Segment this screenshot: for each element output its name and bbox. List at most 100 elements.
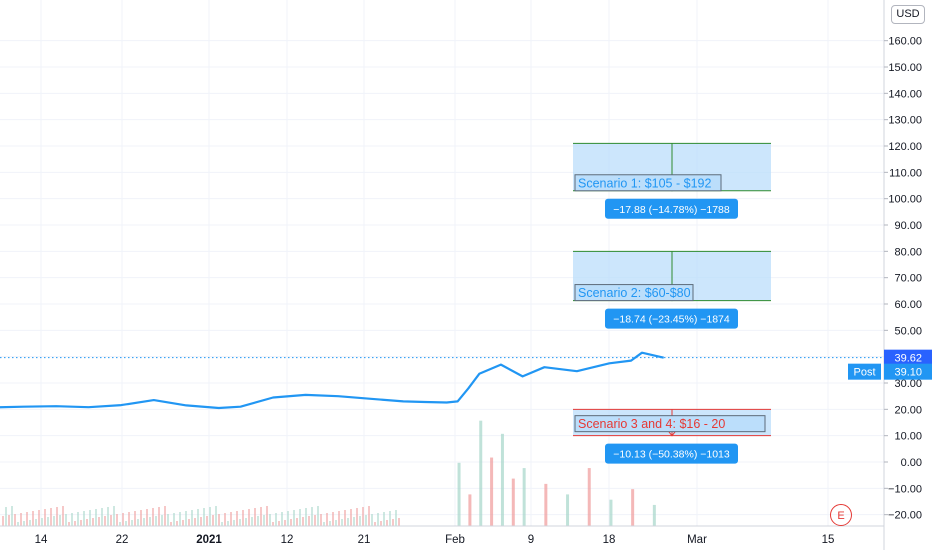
volume-bar [377,513,379,526]
price-tick-label: 140.00 [888,88,922,100]
volume-bar [80,520,82,526]
volume-bar [245,518,247,526]
volume-bar [167,514,169,526]
last-price-label: 39.62 [894,353,922,365]
volume-bar [8,515,10,526]
volume-bar [272,522,274,526]
volume-bar [341,519,343,526]
volume-bar [218,514,220,526]
volume-bar [239,519,241,526]
price-tick-label: 70.00 [894,273,922,285]
volume-bar [287,511,289,526]
volume-bar [191,510,193,526]
volume-bar [338,511,340,526]
volume-bar [134,511,136,526]
price-tick-label: 10.00 [894,431,922,443]
price-tick-label: −20.00 [888,510,922,522]
volume-bar [305,508,307,526]
volume-bar [281,512,283,526]
volume-bar [188,519,190,526]
volume-bar [320,514,322,526]
volume-bar [206,516,208,526]
volume-bar [227,521,229,526]
time-tick-label: 14 [35,534,48,546]
price-tick-label: 130.00 [888,115,922,127]
volume-bar [652,504,656,526]
volume-bar [119,522,121,526]
volume-bar [62,506,64,526]
volume-bar [284,520,286,526]
price-tick-label: 90.00 [894,220,922,232]
volume-bar [365,515,367,526]
currency-button[interactable]: USD [891,5,925,24]
volume-bar [335,520,337,526]
time-tick-label: 15 [822,534,835,546]
volume-bar [92,518,94,526]
scenario-label-box [574,415,766,433]
volume-bar [185,511,187,526]
volume-bar [587,468,591,526]
volume-bar [53,516,55,526]
volume-bar [125,521,127,526]
volume-bar [179,512,181,526]
volume-bar [29,520,31,526]
scenario-2: Scenario 2: $60-$80 −18.74 (−23.45%) −187… [573,250,771,329]
price-tick-label: 120.00 [888,141,922,153]
price-line [0,351,664,410]
volume-bar [176,521,178,526]
volume-bar [347,518,349,526]
post-price-badge [884,363,932,380]
volume-bar [353,517,355,526]
volume-bar [32,511,34,526]
volume-bar [17,522,19,526]
volume-bar [74,521,76,526]
volume-bar [296,518,298,526]
volume-bar [50,508,52,526]
post-badge [848,363,881,380]
volume-bar [631,489,635,526]
price-tick-label: 110.00 [889,167,922,179]
volume-bar [350,509,352,526]
volume-bar [14,514,16,526]
price-tick-label: 160.00 [888,36,922,48]
volume-bar [275,513,277,526]
volume-bar [161,515,163,526]
volume-bar [251,517,253,526]
volume-bar [215,506,217,526]
price-tick-label: 100.00 [888,194,922,206]
time-tick-label: 22 [116,534,129,546]
scenario-stat: −10.13 (−50.38%) −1013 [613,449,730,461]
volume-bar [107,507,109,526]
volume-bar [221,522,223,526]
post-label: Post [853,367,875,379]
last-price-badge [884,349,932,366]
volume-bar [260,507,262,526]
volume-bar [242,510,244,526]
earnings-icon[interactable]: E [830,504,852,526]
volume-bar [197,509,199,526]
volume-bar [209,507,211,526]
volume-bar [26,512,28,526]
volume-bar [233,520,235,526]
volume-bar [293,510,295,526]
scenario-stat-badge [605,198,738,219]
volume-bar [457,462,461,526]
volume-bar [395,510,397,526]
scenario-stat: −17.88 (−14.78%) −1788 [613,204,730,216]
scenario-stat: −18.74 (−23.45%) −1874 [613,314,730,326]
volume-bar [59,515,61,526]
volume-bar [140,510,142,526]
price-tick-label: 50.00 [894,325,922,337]
volume-bar [278,521,280,526]
volume-bar [236,511,238,526]
volume-bar [95,509,97,526]
volume-bar [368,506,370,526]
volume-bar [332,512,334,526]
volume-bar [479,420,483,526]
volume-bar [143,518,145,526]
volume-bar [308,516,310,526]
time-tick-label: Feb [445,534,465,546]
volume-bar [511,478,515,526]
scenario-1: Scenario 1: $105 - $192 −17.88 (−14.78%) … [573,142,771,219]
volume-layer [2,420,656,526]
